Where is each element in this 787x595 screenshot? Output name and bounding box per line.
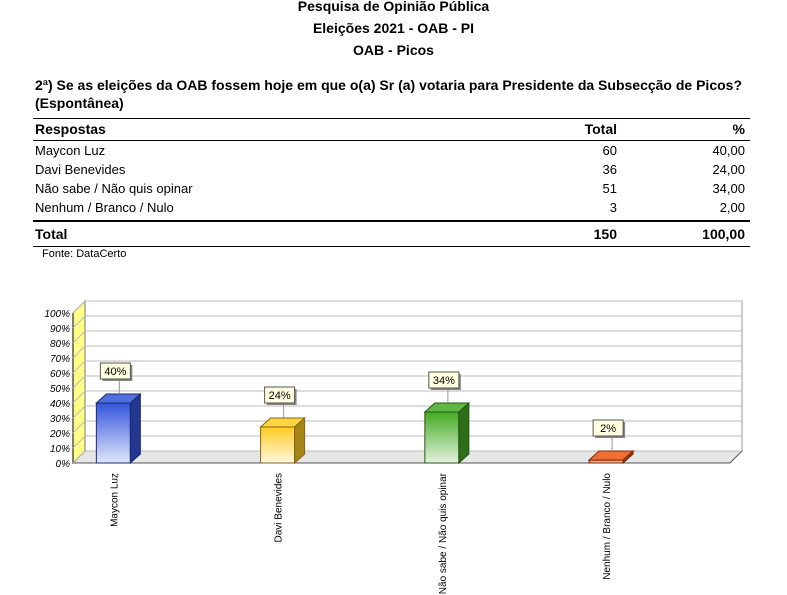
data-label: 2% bbox=[600, 423, 616, 435]
data-label: 34% bbox=[433, 375, 455, 387]
x-category-label: Nenhum / Branco / Nulo bbox=[602, 473, 613, 580]
y-tick-label: 80% bbox=[50, 339, 70, 350]
data-label-box bbox=[99, 362, 131, 380]
row-pct: 40,00 bbox=[712, 143, 745, 158]
x-category-label: Não sabe / Não quis opinar bbox=[438, 472, 449, 594]
bar-side-face bbox=[622, 449, 634, 465]
table-header-row: Respostas Total % bbox=[33, 118, 750, 141]
gridline-diagonal bbox=[72, 360, 86, 374]
table-row: Davi Benevides 36 24,00 bbox=[33, 160, 750, 179]
gridline-diagonal bbox=[72, 390, 86, 404]
x-category-label: Maycon Luz bbox=[109, 473, 120, 527]
table-row: Maycon Luz 60 40,00 bbox=[33, 141, 750, 160]
survey-subtitle: Eleições 2021 - OAB - PI bbox=[312, 20, 475, 36]
bar bbox=[424, 411, 460, 464]
gridline-diagonal bbox=[72, 375, 86, 389]
data-label: 24% bbox=[269, 390, 291, 402]
data-label: 40% bbox=[104, 366, 126, 378]
survey-title: Pesquisa de Opinião Pública bbox=[297, 0, 490, 14]
survey-location: OAB - Picos bbox=[353, 42, 434, 58]
y-tick-label: 90% bbox=[50, 324, 70, 335]
gridline-diagonal bbox=[72, 345, 86, 359]
y-tick-label: 20% bbox=[49, 429, 70, 440]
gridline-diagonal bbox=[72, 450, 86, 464]
y-tick-label: 50% bbox=[50, 384, 70, 395]
col-total-header: Total bbox=[584, 121, 617, 137]
results-table: Respostas Total % Maycon Luz 60 40,00 Da… bbox=[33, 118, 750, 247]
row-total: 51 bbox=[602, 181, 617, 196]
row-label: Davi Benevides bbox=[35, 162, 126, 177]
row-pct: 34,00 bbox=[712, 181, 745, 196]
bar-side-face bbox=[294, 416, 306, 465]
y-tick-label: 0% bbox=[56, 459, 71, 470]
gridline-diagonal bbox=[72, 420, 86, 434]
source-note: Fonte: DataCerto bbox=[42, 248, 127, 260]
row-label: Nenhum / Branco / Nulo bbox=[35, 200, 174, 215]
row-label: Maycon Luz bbox=[35, 143, 106, 158]
y-tick-label: 30% bbox=[50, 414, 70, 425]
data-label-box bbox=[264, 386, 296, 404]
table-row: Nenhum / Branco / Nulo 3 2,00 bbox=[33, 198, 750, 217]
row-total: 60 bbox=[602, 143, 617, 158]
gridline-diagonal bbox=[72, 315, 86, 329]
row-label: Não sabe / Não quis opinar bbox=[35, 181, 193, 196]
bar bbox=[95, 402, 131, 464]
bar-side-face bbox=[129, 392, 141, 465]
row-pct: 24,00 bbox=[712, 162, 745, 177]
y-tick-label: 70% bbox=[50, 354, 70, 365]
y-tick-label: 40% bbox=[50, 399, 70, 410]
row-total: 36 bbox=[602, 162, 617, 177]
table-total-row: Total 150 100,00 bbox=[33, 220, 750, 247]
data-label-box bbox=[592, 419, 624, 437]
question-text: 2ª) Se as eleições da OAB fossem hoje em… bbox=[35, 77, 742, 111]
total-label: Total bbox=[35, 226, 68, 242]
gridline-diagonal bbox=[72, 300, 86, 314]
gridline-diagonal bbox=[72, 330, 86, 344]
y-tick-label: 100% bbox=[44, 309, 70, 320]
bar bbox=[260, 426, 296, 464]
total-count: 150 bbox=[593, 226, 617, 242]
chart-floor bbox=[71, 450, 744, 464]
gridline-diagonal bbox=[72, 435, 86, 449]
table-row: Não sabe / Não quis opinar 51 34,00 bbox=[33, 179, 750, 198]
y-tick-label: 60% bbox=[50, 369, 70, 380]
col-respostas-header: Respostas bbox=[35, 121, 106, 137]
y-tick-label: 10% bbox=[50, 444, 70, 455]
x-category-label: Davi Benevides bbox=[274, 473, 285, 542]
row-total: 3 bbox=[609, 200, 617, 215]
row-pct: 2,00 bbox=[719, 200, 745, 215]
data-label-box bbox=[428, 371, 460, 389]
gridline-diagonal bbox=[72, 405, 86, 419]
bar-side-face bbox=[458, 401, 470, 465]
total-pct: 100,00 bbox=[702, 226, 745, 242]
col-pct-header: % bbox=[732, 121, 745, 137]
